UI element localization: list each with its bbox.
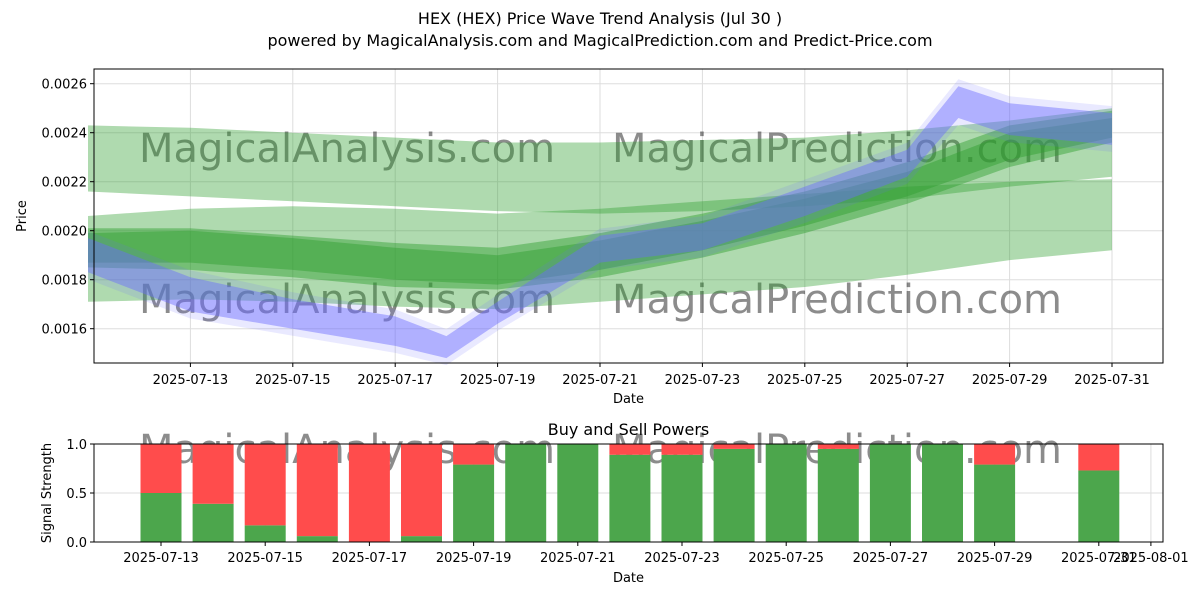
y-tick-label: 1.0 [66, 438, 87, 453]
x-tick-label: 2025-08-01 [1113, 551, 1189, 566]
x-tick-label: 2025-07-27 [853, 551, 929, 566]
green-band [88, 179, 1112, 310]
buy-bar [192, 503, 234, 542]
blue-band-halo [88, 79, 1112, 366]
x-tick-label: 2025-07-15 [227, 551, 303, 566]
y-tick-label: 0.0022 [42, 176, 88, 191]
x-tick-label: 2025-07-27 [869, 373, 945, 388]
price-panel: MagicalAnalysis.com MagicalPrediction.com… [15, 68, 1164, 407]
x-tick-label: 2025-07-17 [357, 373, 433, 388]
buy-bar [817, 448, 859, 542]
y-tick-label: 0.0020 [42, 225, 88, 240]
buy-bar [869, 444, 911, 542]
buy-bar [922, 444, 963, 542]
sell-bar [817, 444, 859, 449]
y-tick-label: 0.0024 [42, 127, 88, 142]
signal-panel: Buy and Sell PowersMagicalAnalysis.comMa… [40, 420, 1189, 586]
y-axis-label: Price [15, 200, 30, 232]
panel-title: Buy and Sell Powers [548, 420, 710, 439]
x-tick-label: 2025-07-21 [562, 373, 638, 388]
sell-bar [348, 444, 390, 542]
x-tick-label: 2025-07-25 [767, 373, 843, 388]
chart-subtitle: powered by MagicalAnalysis.com and Magic… [267, 31, 933, 50]
y-tick-label: 0.5 [66, 487, 87, 502]
x-axis-label: Date [613, 392, 644, 407]
x-tick-label: 2025-07-31 [1061, 551, 1137, 566]
buy-bar [244, 525, 286, 542]
sell-bar [713, 444, 755, 449]
watermark: MagicalPrediction.com [612, 126, 1062, 172]
sell-bar [296, 444, 338, 537]
green-band [88, 118, 1112, 285]
y-tick-label: 0.0018 [42, 274, 88, 289]
sell-bar [974, 444, 1016, 465]
sell-bar [453, 444, 495, 465]
sell-bar [192, 444, 234, 504]
x-tick-label: 2025-07-29 [957, 551, 1033, 566]
x-tick-label: 2025-07-15 [255, 373, 331, 388]
y-tick-label: 0.0 [66, 536, 87, 551]
y-axis-label: Signal Strength [40, 443, 55, 543]
x-tick-label: 2025-07-13 [123, 551, 199, 566]
x-tick-label: 2025-07-19 [460, 373, 536, 388]
y-tick-label: 0.0026 [42, 78, 88, 93]
watermark: MagicalPrediction.com [612, 277, 1062, 323]
x-tick-label: 2025-07-29 [972, 373, 1048, 388]
x-tick-label: 2025-07-13 [153, 373, 229, 388]
blue-band [88, 86, 1112, 359]
watermark: MagicalAnalysis.com [139, 126, 555, 172]
green-band [88, 110, 1112, 290]
x-tick-label: 2025-07-25 [748, 551, 824, 566]
chart-title: HEX (HEX) Price Wave Trend Analysis (Jul… [417, 9, 783, 28]
y-tick-label: 0.0016 [42, 323, 88, 338]
sell-bar [140, 444, 182, 493]
buy-bar [401, 536, 442, 542]
sell-bar [609, 444, 651, 455]
buy-bar [609, 454, 651, 542]
plot-frame [93, 68, 1164, 364]
green-band [88, 108, 1112, 214]
sell-bar [1078, 444, 1120, 471]
x-tick-label: 2025-07-17 [332, 551, 408, 566]
x-tick-label: 2025-07-23 [644, 551, 720, 566]
buy-bar [713, 448, 755, 542]
sell-bar [661, 444, 703, 455]
buy-bar [974, 464, 1016, 542]
watermark: MagicalAnalysis.com [139, 277, 555, 323]
buy-bar [505, 444, 547, 542]
x-axis-label: Date [613, 571, 644, 586]
buy-bar [296, 536, 338, 542]
buy-bar [557, 444, 599, 542]
buy-bar [765, 444, 807, 542]
buy-bar [1078, 470, 1120, 542]
sell-bar [244, 444, 286, 526]
buy-bar [453, 464, 495, 542]
buy-bar [140, 493, 182, 542]
sell-bar [401, 444, 442, 537]
x-tick-label: 2025-07-21 [540, 551, 616, 566]
buy-bar [661, 454, 703, 542]
x-tick-label: 2025-07-31 [1074, 373, 1150, 388]
x-tick-label: 2025-07-23 [665, 373, 741, 388]
x-tick-label: 2025-07-19 [436, 551, 512, 566]
